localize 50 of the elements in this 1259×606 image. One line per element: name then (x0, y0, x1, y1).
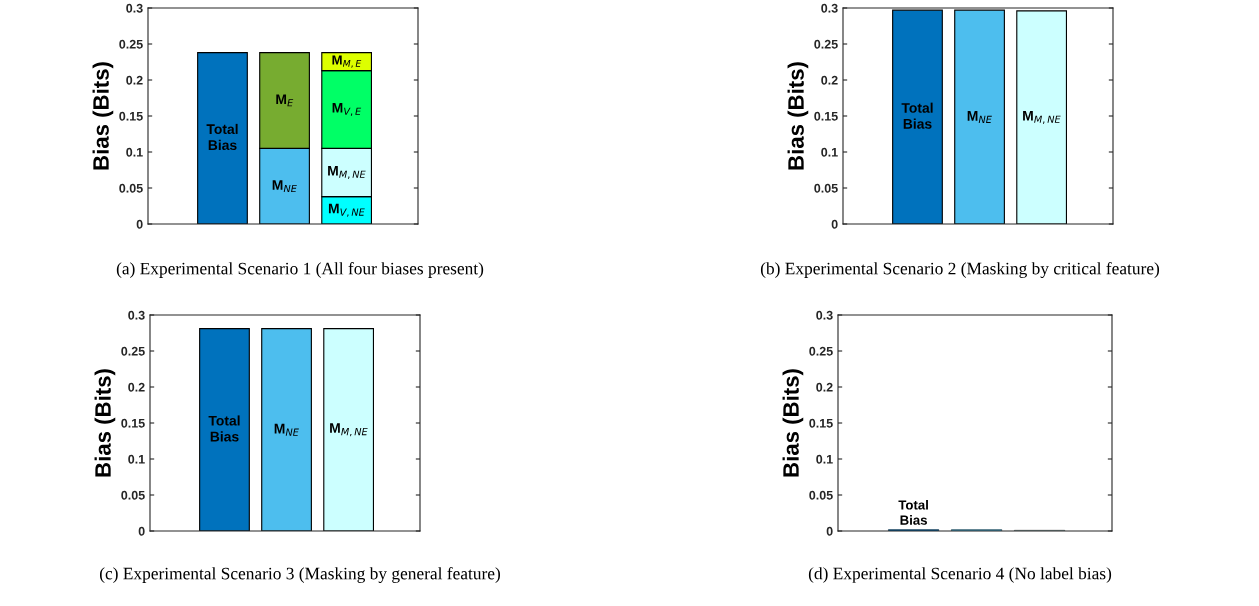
y-tick-label: 0.05 (814, 183, 838, 193)
series-label: M$_{M,NE}$ (328, 165, 366, 179)
series-label: M$_{NE}$ (274, 423, 299, 436)
series-label: M$_{E}$ (276, 94, 294, 107)
series-label: Total Bias (901, 102, 933, 129)
y-tick-label: 0.25 (119, 39, 143, 49)
series-label: Total Bias (206, 123, 238, 151)
y-tick-label: 0.15 (119, 111, 143, 121)
y-tick-label: 0.1 (126, 147, 143, 157)
y-tick-label: 0.1 (821, 147, 838, 157)
text: (d) Experimental Scenario 4 (No label bias) (808, 567, 1112, 583)
series-label: Total Bias (208, 415, 240, 442)
y-tick-label: 0 (138, 526, 145, 536)
series-label: M$_{M,NE}$ (330, 423, 368, 437)
y-tick-label: 0.3 (816, 310, 833, 320)
series-label: M$_{V,NE}$ (328, 203, 365, 217)
text: (a) Experimental Scenario 1 (All four biases present) (116, 262, 484, 278)
series-label: M$_{M,E}$ (332, 55, 362, 68)
y-axis-title: Bias (Bits) (782, 369, 804, 477)
y-tick-label: 0.15 (809, 418, 833, 428)
y-axis-title: Bias (Bits) (787, 62, 809, 170)
text: (c) Experimental Scenario 3 (Masking by general feature) (99, 567, 501, 583)
y-tick-label: 0.25 (121, 346, 145, 356)
y-axis-title: Bias (Bits) (94, 369, 116, 477)
y-tick-label: 0.3 (821, 3, 838, 13)
y-axis-title: Bias (Bits) (92, 62, 114, 170)
y-tick-label: 0.2 (816, 382, 833, 392)
y-tick-label: 0.05 (119, 183, 143, 193)
y-tick-label: 0.3 (126, 3, 143, 13)
y-tick-label: 0.3 (128, 310, 145, 320)
y-tick-label: 0.1 (816, 454, 833, 464)
y-tick-label: 0 (831, 219, 838, 229)
y-tick-label: 0.25 (809, 346, 833, 356)
series-label: M$_{M,NE}$ (1023, 110, 1061, 124)
y-tick-label: 0.25 (814, 39, 838, 49)
y-tick-label: 0.05 (121, 490, 145, 500)
text: (b) Experimental Scenario 2 (Masking by critical feature) (760, 262, 1160, 278)
series-label: M$_{V,E}$ (332, 102, 362, 116)
y-tick-label: 0 (826, 526, 833, 536)
y-tick-label: 0 (136, 219, 143, 229)
series-label: M$_{NE}$ (967, 111, 992, 123)
y-tick-label: 0.2 (128, 382, 145, 392)
series-label: Total Bias (898, 499, 928, 525)
y-tick-label: 0.15 (814, 111, 838, 121)
series-label: M$_{NE}$ (272, 180, 297, 193)
y-tick-label: 0.05 (809, 490, 833, 500)
y-tick-label: 0.2 (821, 75, 838, 85)
y-tick-label: 0.15 (121, 418, 145, 428)
y-tick-label: 0.2 (126, 75, 143, 85)
y-tick-label: 0.1 (128, 454, 145, 464)
